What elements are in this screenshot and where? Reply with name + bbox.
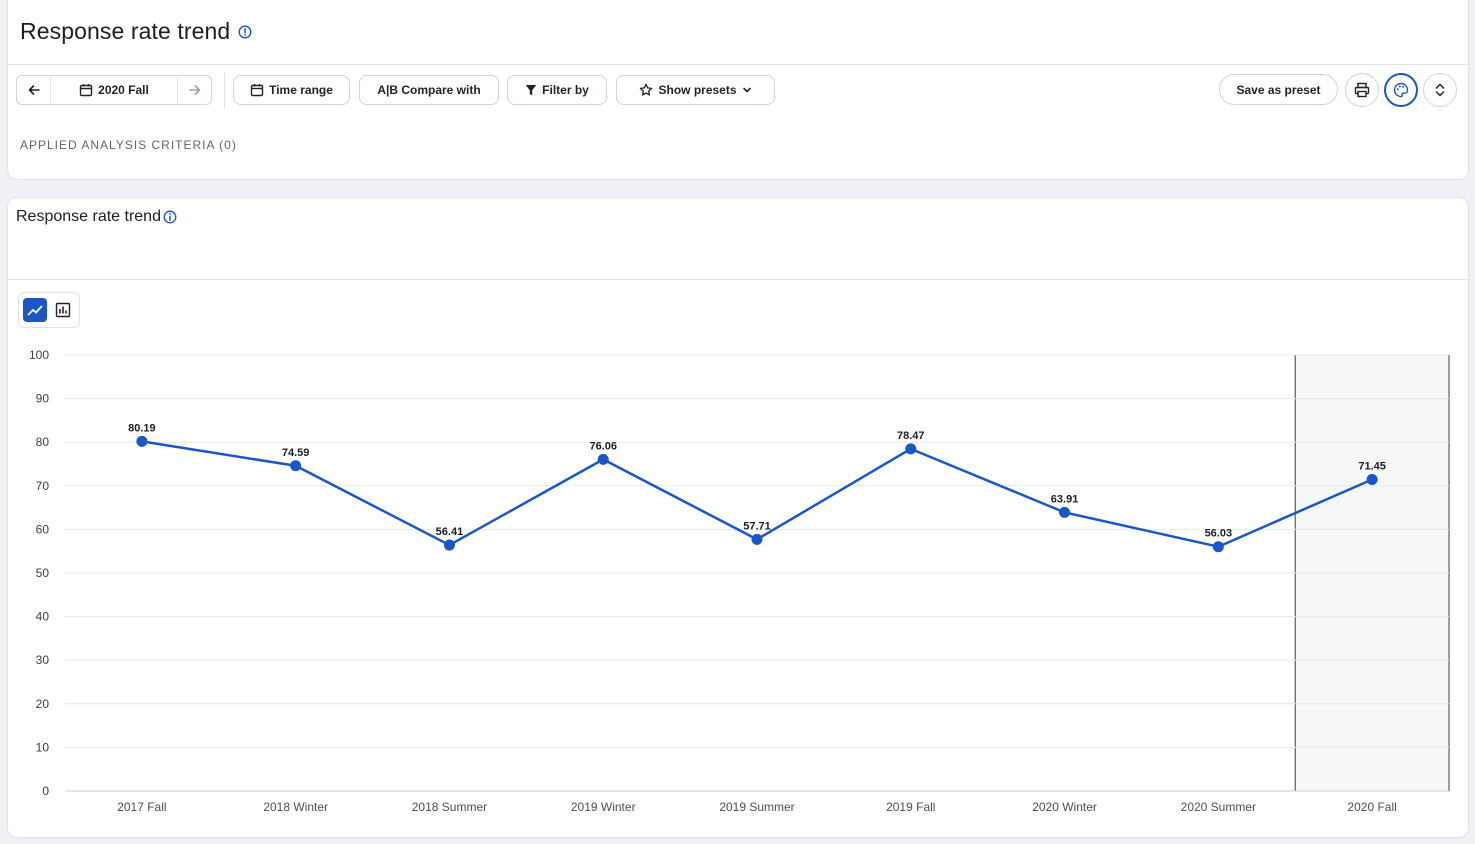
chart-type-toggle [18, 292, 80, 328]
page-title: Response rate trend [20, 18, 252, 45]
toolbar-separator [224, 73, 225, 109]
data-point [1366, 473, 1378, 485]
period-label: 2020 Fall [98, 83, 149, 97]
data-point [597, 453, 609, 465]
data-point [136, 435, 148, 447]
chart-card-title-text: Response rate trend [16, 208, 161, 225]
chevron-down-icon [742, 87, 751, 93]
show-presets-button[interactable]: Show presets [616, 75, 775, 105]
data-point [1059, 506, 1071, 518]
y-tick-label: 60 [36, 522, 50, 536]
x-category-label: 2018 Summer [412, 800, 487, 814]
data-label: 57.71 [743, 520, 771, 532]
x-category-label: 2019 Fall [886, 800, 935, 814]
bar-chart-toggle[interactable] [51, 298, 75, 322]
calendar-icon [250, 84, 264, 97]
show-presets-label: Show presets [658, 83, 737, 97]
x-category-label: 2020 Fall [1347, 800, 1396, 814]
color-palette-button[interactable] [1384, 73, 1418, 107]
data-point [290, 460, 302, 472]
line-chart-toggle[interactable] [23, 298, 47, 322]
calendar-icon [79, 84, 93, 97]
y-tick-label: 70 [36, 479, 50, 493]
x-category-label: 2018 Winter [263, 800, 328, 814]
period-dropdown[interactable]: 2020 Fall [51, 76, 177, 104]
filter-panel: Response rate trend 2020 Fall [7, 0, 1469, 180]
x-category-label: 2020 Summer [1181, 800, 1256, 814]
applied-criteria-label: APPLIED ANALYSIS CRITERIA (0) [20, 138, 237, 152]
y-tick-label: 0 [42, 784, 49, 798]
arrow-left-icon [28, 85, 40, 95]
y-tick-label: 80 [36, 435, 50, 449]
chart-header-divider [8, 279, 1468, 280]
y-tick-label: 100 [29, 348, 49, 362]
print-button[interactable] [1345, 73, 1379, 107]
header-divider [8, 64, 1468, 65]
filter-by-button[interactable]: Filter by [507, 75, 607, 105]
data-point [751, 533, 763, 545]
filter-icon [525, 84, 537, 95]
response-rate-chart: 0 10 20 30 40 50 60 70 80 90 100 2017 Fall 2018 Wint… [29, 348, 1450, 814]
data-label: 56.41 [436, 526, 464, 538]
data-label: 71.45 [1358, 460, 1386, 472]
star-icon [640, 83, 653, 96]
info-icon[interactable] [163, 210, 177, 224]
data-point [1212, 541, 1224, 553]
y-tick-label: 90 [36, 392, 50, 406]
line-chart-icon [27, 305, 43, 316]
x-category-label: 2019 Summer [719, 800, 794, 814]
bar-chart-icon [55, 302, 71, 318]
time-range-button[interactable]: Time range [233, 75, 350, 105]
compare-with-button[interactable]: A|B Compare with [359, 75, 499, 105]
data-label: 76.06 [589, 440, 617, 452]
print-icon [1354, 82, 1370, 98]
data-point [905, 443, 917, 455]
compare-with-label: A|B Compare with [377, 83, 481, 97]
data-label: 56.03 [1205, 528, 1233, 540]
data-label: 74.59 [282, 447, 310, 459]
page-title-text: Response rate trend [20, 18, 231, 44]
data-label: 80.19 [128, 422, 156, 434]
y-tick-label: 30 [36, 653, 50, 667]
filter-by-label: Filter by [542, 83, 589, 97]
arrow-right-icon [188, 85, 200, 95]
data-label: 63.91 [1051, 493, 1079, 505]
expand-collapse-icon [1435, 83, 1445, 97]
data-label: 78.47 [897, 430, 925, 442]
save-as-preset-button[interactable]: Save as preset [1219, 74, 1338, 105]
palette-icon [1393, 82, 1409, 98]
x-category-label: 2020 Winter [1032, 800, 1097, 814]
y-tick-label: 10 [36, 740, 50, 754]
x-category-label: 2019 Winter [571, 800, 636, 814]
time-range-label: Time range [269, 83, 333, 97]
chart-card: Response rate trend 0 10 20 30 40 50 60 70 80 90 1… [7, 197, 1469, 838]
y-tick-label: 40 [36, 610, 50, 624]
previous-period-button[interactable] [17, 76, 51, 104]
period-selector: 2020 Fall [16, 75, 212, 105]
info-icon[interactable] [238, 24, 252, 39]
x-category-label: 2017 Fall [117, 800, 166, 814]
next-period-button[interactable] [177, 76, 211, 104]
chart-card-title: Response rate trend [16, 208, 177, 226]
save-as-preset-label: Save as preset [1236, 82, 1321, 97]
expand-collapse-button[interactable] [1423, 73, 1457, 107]
y-tick-label: 20 [36, 697, 50, 711]
data-point [443, 539, 455, 551]
y-tick-label: 50 [36, 566, 50, 580]
